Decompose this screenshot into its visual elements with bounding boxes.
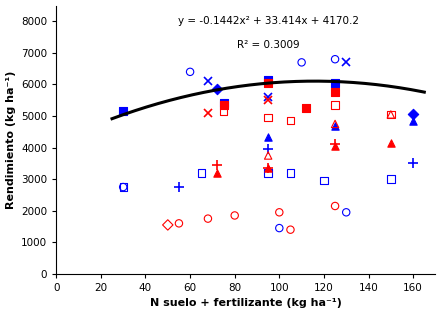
- Point: [265, 77, 272, 82]
- Point: [120, 109, 127, 114]
- Point: [387, 177, 394, 182]
- X-axis label: N suelo + fertilizante (kg ha⁻¹): N suelo + fertilizante (kg ha⁻¹): [150, 298, 342, 308]
- Point: [120, 185, 127, 190]
- Text: y = -0.1442x² + 33.414x + 4170.2: y = -0.1442x² + 33.414x + 4170.2: [178, 16, 359, 26]
- Point: [332, 102, 339, 107]
- Point: [287, 170, 294, 175]
- Point: [298, 60, 305, 65]
- Point: [321, 178, 328, 183]
- Point: [332, 57, 339, 62]
- Point: [213, 170, 220, 175]
- Point: [220, 109, 227, 114]
- Y-axis label: Rendimiento (kg ha⁻¹): Rendimiento (kg ha⁻¹): [6, 71, 15, 209]
- Point: [176, 221, 183, 226]
- Point: [332, 80, 339, 85]
- Point: [220, 102, 227, 107]
- Point: [410, 118, 417, 123]
- Point: [265, 80, 272, 85]
- Point: [120, 185, 127, 190]
- Point: [387, 112, 394, 117]
- Point: [220, 101, 227, 106]
- Point: [187, 69, 194, 74]
- Point: [332, 123, 339, 128]
- Point: [164, 222, 171, 227]
- Point: [265, 153, 272, 158]
- Text: R² = 0.3009: R² = 0.3009: [237, 41, 300, 51]
- Point: [332, 203, 339, 208]
- Point: [343, 210, 350, 215]
- Point: [332, 122, 339, 127]
- Point: [265, 115, 272, 120]
- Point: [276, 210, 283, 215]
- Point: [198, 170, 205, 175]
- Point: [387, 112, 394, 117]
- Point: [265, 134, 272, 139]
- Point: [265, 170, 272, 175]
- Point: [287, 118, 294, 123]
- Point: [276, 225, 283, 230]
- Point: [332, 90, 339, 95]
- Point: [303, 106, 310, 111]
- Point: [213, 87, 220, 92]
- Point: [287, 227, 294, 232]
- Point: [387, 140, 394, 145]
- Point: [231, 213, 238, 218]
- Point: [205, 216, 212, 221]
- Point: [265, 165, 272, 171]
- Point: [410, 112, 417, 117]
- Point: [332, 143, 339, 149]
